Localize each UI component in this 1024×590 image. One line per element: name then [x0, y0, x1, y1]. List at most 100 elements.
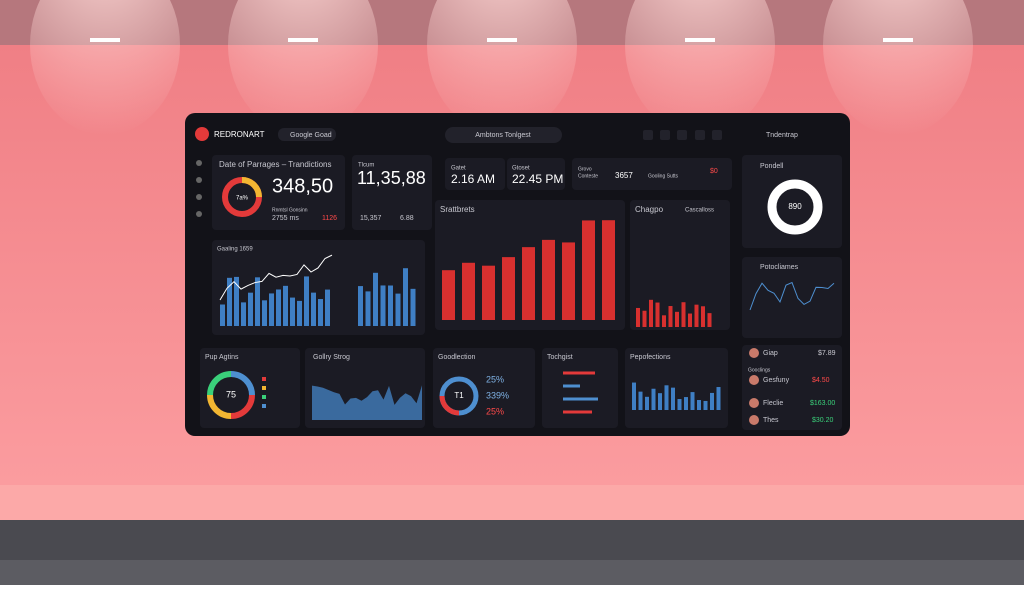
- panel-filter[interactable]: Cascalloss: [685, 208, 714, 214]
- deco-bar: [675, 311, 679, 327]
- deco-bar: [710, 392, 714, 410]
- pup-donut-part: [230, 371, 255, 396]
- toolbar-icon: [660, 130, 670, 140]
- brand: REDRONART: [214, 130, 265, 139]
- deco-bar: [668, 306, 673, 327]
- search-text: Google Goad: [290, 132, 332, 139]
- good-value: T1: [454, 391, 464, 400]
- deco-bar: [677, 399, 682, 410]
- logo: [195, 127, 209, 141]
- deco-bar: [701, 306, 705, 327]
- summary-sub3: 1126: [322, 215, 337, 222]
- panel-title: Pup Agtins: [205, 354, 239, 361]
- list-heading: Gooclings: [748, 367, 771, 373]
- toolbar-icon: [712, 130, 722, 140]
- deco-bar: [707, 313, 712, 327]
- pondell-value: 890: [788, 202, 802, 211]
- time-value: 22.45 PM: [512, 172, 563, 186]
- deco-bar: [380, 285, 386, 326]
- counter-sub2: 6.88: [400, 215, 414, 222]
- tab[interactable]: [445, 127, 562, 143]
- good-donut-part: [439, 395, 460, 416]
- deco-bar: [562, 242, 575, 320]
- deco-bar: [642, 310, 647, 327]
- deco-bar: [269, 293, 274, 326]
- deco-bar: [632, 382, 636, 410]
- deco-bar: [684, 397, 688, 410]
- panel-title: Chagpo: [635, 205, 664, 214]
- time-label: Gatet: [451, 166, 466, 172]
- deco-bar: [373, 272, 378, 326]
- avatar: [749, 348, 759, 358]
- search-box[interactable]: [278, 128, 336, 141]
- summary-sub2: 2755 ms: [272, 215, 299, 222]
- card: [433, 348, 535, 428]
- sidebar-icon: [196, 160, 202, 166]
- deco-area: [312, 385, 422, 420]
- deco-bar: [651, 388, 656, 410]
- card: [630, 200, 730, 330]
- panel-title: Pepofections: [630, 354, 671, 361]
- pup-donut-part: [230, 394, 255, 419]
- deco-bar: [311, 292, 316, 326]
- stats-value: $0: [710, 168, 718, 175]
- deco-bar: [462, 262, 475, 320]
- panel-title: Srattbrets: [440, 205, 475, 214]
- list-name: Fleclie: [763, 400, 783, 407]
- panel-title: Tochgist: [547, 354, 573, 361]
- deco-bar: [388, 285, 393, 326]
- card: [572, 158, 732, 190]
- good-pct: 25%: [486, 374, 504, 384]
- deco-bar: [365, 291, 371, 326]
- deco-bar: [410, 288, 416, 326]
- deco-line: [219, 254, 333, 301]
- counter-sub1: 15,357: [360, 215, 382, 222]
- deco-bar: [671, 387, 675, 410]
- pup-value: 75: [226, 389, 236, 399]
- legend-swatch: [262, 404, 266, 408]
- panel-title: Goodlection: [438, 354, 475, 361]
- deco-bar: [645, 396, 649, 410]
- sidebar-icon: [196, 211, 202, 217]
- deco-bar: [703, 400, 708, 410]
- time-label: Gtoset: [512, 166, 530, 172]
- deco-bar: [502, 257, 515, 320]
- deco-bar: [542, 239, 555, 320]
- tab-text: Ambtons Tonlgest: [475, 132, 531, 139]
- list-value: $30.20: [812, 417, 834, 424]
- deco-bar: [602, 220, 615, 320]
- deco-bar: [636, 307, 640, 327]
- stats-value: 3657: [615, 171, 633, 180]
- avatar: [749, 415, 759, 425]
- card: [352, 155, 432, 230]
- deco-bar: [318, 299, 323, 326]
- legend-swatch: [262, 395, 266, 399]
- list-name: Thes: [763, 417, 779, 424]
- deco-bar: [403, 268, 408, 326]
- lights: [30, 0, 973, 135]
- deco-bar: [690, 392, 695, 410]
- counter-label: Tlcum: [358, 163, 374, 169]
- deco-line: [749, 281, 835, 311]
- card: [742, 257, 842, 338]
- good-pct: 25%: [486, 406, 504, 416]
- deco-bar: [255, 277, 260, 326]
- pup-donut-part: [207, 371, 232, 396]
- deco-bar: [662, 315, 666, 327]
- card: [742, 345, 842, 430]
- deco-bar: [234, 276, 239, 326]
- deco-bar: [220, 304, 225, 326]
- card: [507, 158, 565, 190]
- legend-swatch: [262, 386, 266, 390]
- counter-value: 11,35,88: [357, 168, 426, 188]
- stats-label: Gooling Sutts: [648, 173, 679, 179]
- floor: [0, 485, 1024, 520]
- panel-title: Gollry Strog: [313, 354, 350, 361]
- good-pct: 339%: [486, 390, 509, 400]
- deco-bar: [262, 300, 267, 326]
- card: [742, 155, 842, 248]
- toolbar-icon: [677, 130, 687, 140]
- deco-bar: [681, 302, 686, 327]
- list-name: Gesfuny: [763, 377, 790, 384]
- deco-bar: [649, 299, 653, 327]
